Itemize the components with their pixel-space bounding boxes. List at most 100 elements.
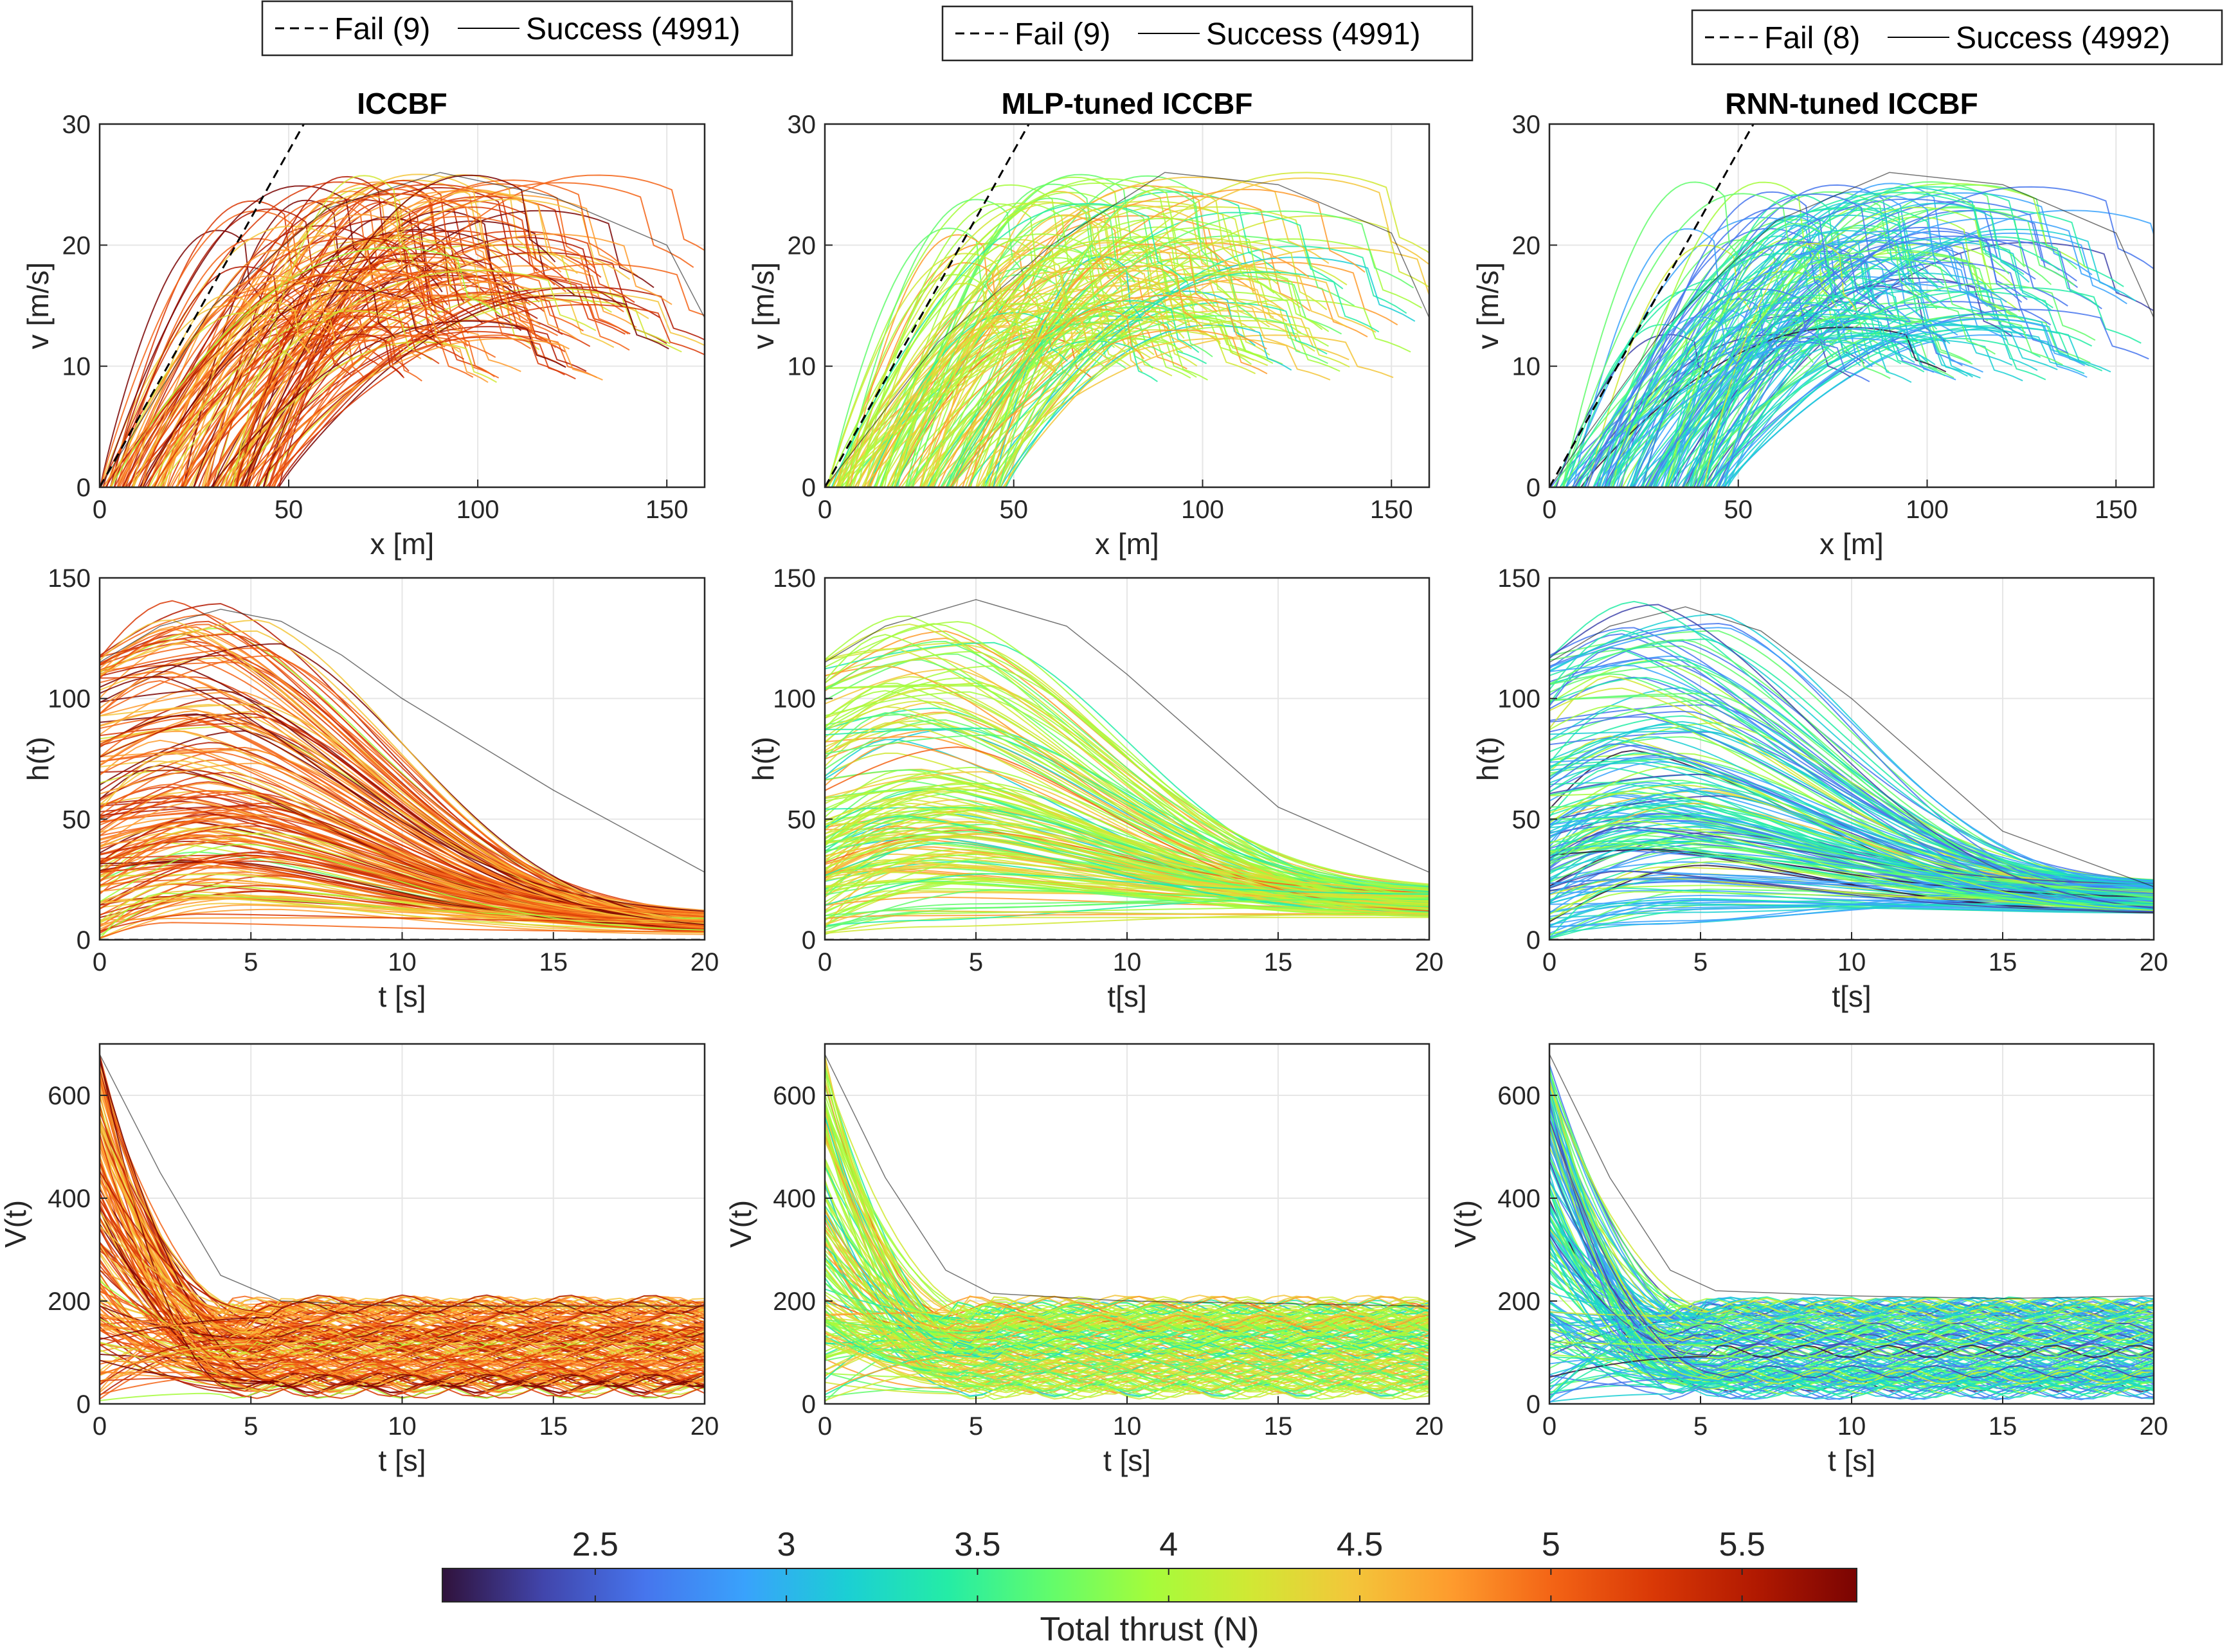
x-tick-label: 150 [1370, 496, 1413, 524]
legend-box [261, 0, 793, 57]
success-trajectory [1565, 240, 1996, 487]
success-trajectory [100, 713, 705, 912]
success-trajectory [270, 264, 705, 487]
x-tick-label: 20 [690, 948, 719, 976]
y-tick-label: 600 [48, 1082, 91, 1110]
success-trajectory [1577, 208, 1938, 487]
success-trajectory [1549, 818, 2154, 911]
success-trajectory [825, 873, 1429, 906]
success-trajectory [100, 861, 705, 928]
y-tick-label: 20 [1512, 231, 1541, 260]
success-trajectory [117, 275, 332, 487]
success-trajectory [825, 1268, 1429, 1376]
success-trajectory [1641, 332, 1946, 487]
success-trajectory [1549, 787, 2154, 913]
success-trajectory [1549, 1313, 2154, 1368]
success-trajectory [1648, 235, 2068, 487]
success-trajectory [1549, 659, 2154, 890]
x-axis-label: t[s] [1107, 980, 1146, 1013]
x-axis-label: x [m] [1095, 527, 1159, 561]
success-trajectory [1549, 850, 2154, 895]
success-trajectory [1549, 1071, 2154, 1331]
x-tick-label: 0 [1542, 948, 1557, 976]
success-trajectory [272, 296, 630, 487]
success-trajectory [1665, 309, 1904, 487]
x-tick-label: 0 [818, 1412, 832, 1441]
y-axis-label: h(t) [21, 737, 55, 781]
envelope-line [825, 172, 1429, 487]
success-trajectory [100, 840, 705, 926]
success-trajectory [100, 1273, 705, 1388]
success-trajectory [1670, 277, 2012, 487]
fail-line [825, 124, 1030, 487]
success-trajectory [100, 1315, 705, 1331]
y-tick-label: 100 [1497, 685, 1540, 714]
success-trajectory [184, 294, 531, 487]
success-trajectory [216, 190, 578, 487]
success-trajectory [825, 1070, 1429, 1314]
success-trajectory [988, 236, 1195, 487]
x-tick-label: 0 [93, 948, 107, 976]
success-trajectory [1549, 1088, 2154, 1323]
success-trajectory [1549, 1292, 2154, 1316]
legend-fail-label: Fail (8) [1764, 21, 1860, 55]
y-tick-label: 20 [62, 231, 91, 260]
success-trajectory [825, 1334, 1429, 1396]
success-trajectory [1698, 228, 2136, 487]
success-trajectory [100, 1323, 705, 1340]
y-axis-label: h(t) [1471, 737, 1504, 781]
x-tick-label: 5 [1693, 1412, 1708, 1441]
success-trajectory [825, 1318, 1429, 1392]
success-trajectory [825, 889, 1429, 931]
success-trajectory [1000, 240, 1328, 487]
success-trajectory [1549, 757, 2154, 884]
success-trajectory [825, 1316, 1429, 1390]
success-trajectory [100, 1055, 705, 1394]
success-trajectory [100, 1199, 705, 1340]
success-trajectory [825, 1320, 1429, 1352]
success-trajectory [1549, 699, 2154, 907]
success-trajectory [1549, 676, 2154, 886]
x-tick-label: 150 [2095, 496, 2138, 524]
envelope-line [825, 599, 1429, 873]
x-tick-label: 10 [1113, 1412, 1142, 1441]
success-trajectory [825, 1066, 1429, 1346]
success-trajectory [100, 1325, 705, 1386]
success-trajectory [1612, 229, 1933, 487]
success-trajectory [968, 265, 1204, 487]
success-trajectory [100, 1162, 705, 1364]
success-trajectory [894, 254, 1081, 487]
success-trajectory [1000, 324, 1292, 487]
x-tick-label: 10 [1837, 948, 1866, 976]
success-trajectory [273, 273, 441, 487]
success-trajectory [255, 286, 705, 487]
x-tick-label: 0 [93, 1412, 107, 1441]
success-trajectory [1549, 1120, 2154, 1385]
success-trajectory [100, 1345, 705, 1383]
success-trajectory [1549, 639, 2154, 898]
success-trajectory [995, 215, 1429, 487]
axes-frame [98, 123, 706, 489]
success-trajectory [839, 270, 1256, 487]
y-axis-label: v [m/s] [21, 262, 55, 349]
success-trajectory [1549, 1070, 2154, 1330]
success-trajectory [246, 174, 556, 487]
success-trajectory [114, 268, 456, 487]
success-trajectory [825, 1343, 1429, 1374]
success-trajectory [1549, 870, 2154, 913]
success-trajectory [100, 1126, 705, 1361]
success-trajectory [1549, 627, 2154, 888]
success-trajectory [1696, 186, 2154, 487]
x-tick-label: 100 [456, 496, 500, 524]
envelope-line [825, 1054, 1429, 1307]
y-tick-label: 100 [773, 685, 816, 714]
success-trajectory [105, 225, 363, 487]
success-trajectory [1549, 1244, 2154, 1383]
success-trajectory [105, 181, 430, 487]
colorbar-tick-label: 5.5 [1719, 1526, 1765, 1563]
x-tick-label: 5 [244, 1412, 258, 1441]
success-trajectory [870, 325, 1058, 487]
